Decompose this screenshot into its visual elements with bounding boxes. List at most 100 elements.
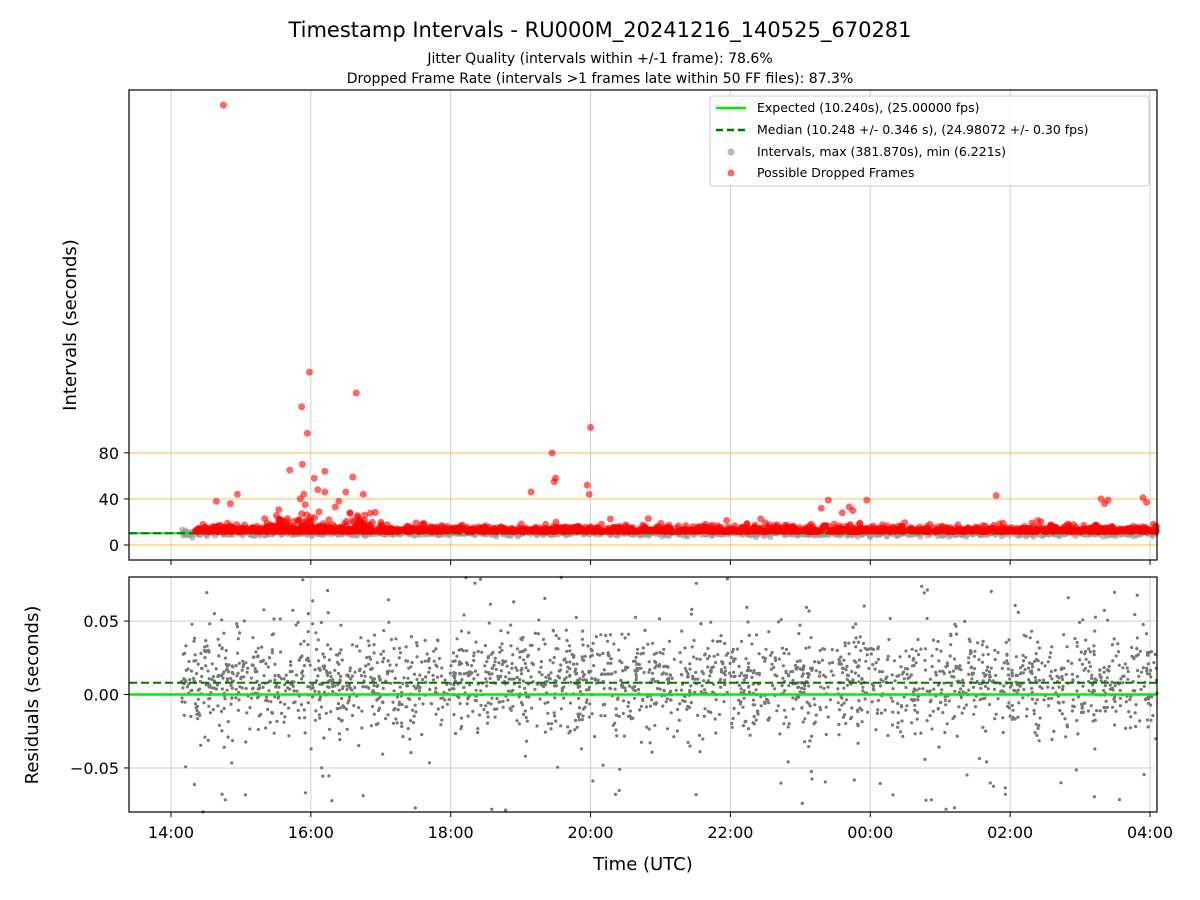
residual-point xyxy=(844,668,848,672)
residual-point xyxy=(292,701,296,705)
residual-point xyxy=(501,705,505,709)
dropped-frame-point xyxy=(192,527,199,535)
residual-point xyxy=(670,676,674,681)
residual-point xyxy=(299,703,304,707)
residual-point xyxy=(180,700,184,704)
dropped-frame-point xyxy=(582,523,589,531)
residual-point xyxy=(613,687,617,691)
dropped-frame-point xyxy=(209,523,217,530)
dropped-frame-point xyxy=(709,521,716,529)
residual-point xyxy=(993,648,997,652)
residual-point xyxy=(1142,684,1146,689)
residual-point xyxy=(402,676,406,680)
residual-point xyxy=(316,674,320,678)
residual-point xyxy=(195,708,199,713)
residual-point xyxy=(810,777,814,781)
dropped-frame-outlier xyxy=(1143,498,1150,506)
residual-point xyxy=(944,703,948,707)
dropped-frame-point xyxy=(701,520,709,528)
residual-point xyxy=(955,632,959,636)
residual-point xyxy=(715,639,720,644)
residual-point xyxy=(1011,715,1015,720)
residual-point xyxy=(719,685,723,689)
residual-point xyxy=(984,729,988,733)
residual-point xyxy=(1124,726,1128,731)
dropped-frame-outlier xyxy=(863,496,871,504)
residual-point xyxy=(943,730,947,735)
residual-point xyxy=(580,637,585,641)
residual-point xyxy=(787,674,791,678)
residual-point xyxy=(568,660,572,664)
residual-point xyxy=(664,672,669,676)
residual-point xyxy=(1090,673,1094,677)
residual-point xyxy=(690,645,694,649)
residual-point xyxy=(666,665,670,669)
residual-point xyxy=(278,700,282,704)
residual-point xyxy=(296,708,300,713)
dropped-frame-outlier xyxy=(342,488,350,496)
residual-point xyxy=(807,684,811,688)
residual-point xyxy=(940,688,944,692)
residual-point xyxy=(1118,696,1122,701)
residual-point xyxy=(567,644,572,648)
residual-point xyxy=(886,733,890,738)
residual-point xyxy=(613,670,617,674)
dropped-frame-outlier xyxy=(314,486,322,494)
residual-point xyxy=(987,670,992,674)
residual-point xyxy=(891,687,895,691)
residual-point xyxy=(207,677,211,681)
residual-point xyxy=(723,641,727,646)
residual-point xyxy=(1038,716,1042,720)
residual-point xyxy=(856,640,861,644)
residual-point xyxy=(1075,644,1079,648)
residual-point xyxy=(797,632,801,636)
dropped-frame-point xyxy=(771,522,779,530)
residual-point xyxy=(333,684,337,688)
dropped-frame-outlier xyxy=(585,490,593,498)
residual-point xyxy=(623,636,627,640)
residual-point xyxy=(347,698,351,702)
residual-point xyxy=(381,700,385,704)
residual-point xyxy=(634,672,638,676)
residual-point xyxy=(857,674,861,678)
residual-point xyxy=(1040,661,1044,665)
residual-point xyxy=(257,683,261,687)
residual-point xyxy=(719,634,723,638)
residual-point xyxy=(876,698,881,703)
residual-point xyxy=(707,654,712,658)
residual-point xyxy=(352,704,356,708)
residual-point xyxy=(923,668,928,672)
residual-point xyxy=(253,670,257,674)
residual-point xyxy=(397,703,401,707)
residual-point xyxy=(270,648,274,652)
residual-point xyxy=(686,740,690,745)
residual-point xyxy=(814,713,818,717)
residual-point xyxy=(654,701,659,705)
residual-point xyxy=(571,662,576,666)
residual-point xyxy=(280,677,284,681)
residual-point xyxy=(552,714,557,718)
residual-point xyxy=(476,673,480,677)
residual-point xyxy=(991,784,996,788)
residual-point xyxy=(1053,668,1057,672)
residual-point xyxy=(801,720,805,724)
residual-point xyxy=(1151,714,1155,718)
residual-point xyxy=(709,620,713,624)
residual-point xyxy=(1091,683,1095,687)
residual-point xyxy=(963,619,967,624)
residual-point xyxy=(930,654,934,658)
residual-point xyxy=(1050,677,1054,681)
residual-point xyxy=(320,766,324,770)
residual-point xyxy=(767,630,771,634)
residual-point xyxy=(196,717,200,721)
residual-point xyxy=(620,632,624,636)
residual-point xyxy=(478,577,483,581)
residual-point xyxy=(410,661,414,665)
residual-point xyxy=(1008,714,1012,718)
residual-point xyxy=(709,669,713,673)
residual-point xyxy=(941,669,945,674)
residual-point xyxy=(688,662,692,666)
residual-point xyxy=(306,612,310,616)
residual-point xyxy=(277,685,281,689)
residual-point xyxy=(839,662,844,666)
